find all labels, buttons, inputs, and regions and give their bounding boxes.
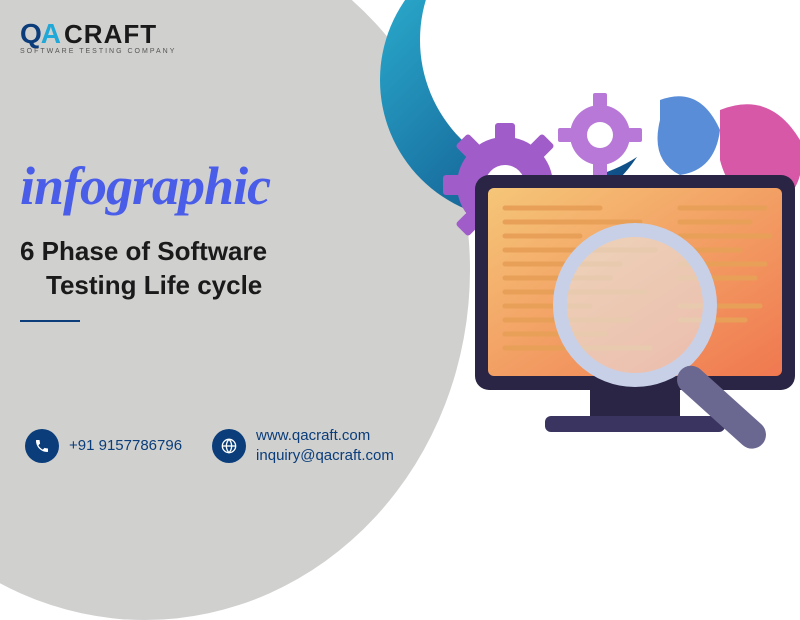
phone-icon <box>25 429 59 463</box>
logo-subtitle: SOFTWARE TESTING COMPANY <box>20 48 176 55</box>
subtitle-block: 6 Phase of Software Testing Life cycle <box>20 235 267 303</box>
hero-illustration <box>370 80 800 460</box>
contact-row: +91 9157786796 www.qacraft.com inquiry@q… <box>25 426 394 465</box>
phone-contact: +91 9157786796 <box>25 429 182 463</box>
gear-small-icon <box>558 93 642 177</box>
phone-number: +91 9157786796 <box>69 436 182 456</box>
divider-line <box>20 320 80 322</box>
subtitle-line-1: 6 Phase of Software <box>20 235 267 269</box>
subtitle-line-2: Testing Life cycle <box>46 269 267 303</box>
globe-icon <box>212 429 246 463</box>
web-text-block: www.qacraft.com inquiry@qacraft.com <box>256 426 394 465</box>
email-address: inquiry@qacraft.com <box>256 446 394 466</box>
logo-q-letter: QA <box>20 18 60 50</box>
logo-craft-text: CRAFT <box>64 19 157 50</box>
leaf-blue-icon <box>658 96 721 175</box>
company-logo: QA CRAFT SOFTWARE TESTING COMPANY <box>20 18 176 55</box>
web-contact: www.qacraft.com inquiry@qacraft.com <box>212 426 394 465</box>
main-title: infographic <box>20 155 270 217</box>
website-url: www.qacraft.com <box>256 426 394 446</box>
